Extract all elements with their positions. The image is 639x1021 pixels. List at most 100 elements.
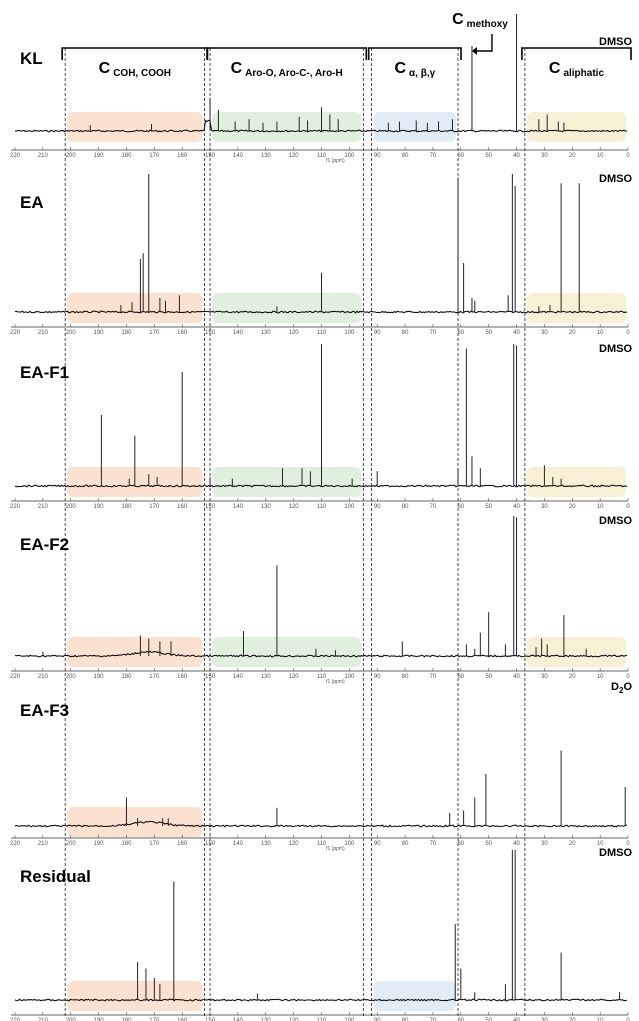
x-tick-label: 150 (205, 674, 216, 680)
spectra-layer (14, 14, 628, 1002)
x-tick-label: 30 (541, 330, 548, 336)
x-tick-label: 160 (177, 1018, 188, 1021)
x-tick-label: 220 (10, 1018, 21, 1021)
x-tick-label: 190 (94, 330, 105, 336)
x-tick-label: 90 (374, 153, 381, 159)
x-tick-label: 0 (626, 841, 630, 847)
x-tick-label: 80 (402, 153, 409, 159)
sample-label: EA-F1 (20, 363, 69, 382)
x-tick-label: 0 (626, 330, 630, 336)
spectrum-ea (14, 174, 628, 314)
x-tick-label: 110 (317, 841, 327, 847)
x-tick-label: 30 (541, 153, 548, 159)
x-tick-label: 70 (430, 674, 437, 680)
x-tick-label: 150 (205, 153, 216, 159)
x-tick-label: 10 (597, 330, 604, 336)
region-shade-aro (212, 112, 362, 142)
x-axis-unit: f1 (ppm) (326, 679, 345, 685)
x-tick-label: 30 (541, 504, 548, 510)
x-tick-label: 60 (457, 504, 464, 510)
x-tick-label: 80 (402, 504, 409, 510)
x-tick-label: 190 (94, 153, 105, 159)
x-tick-label: 90 (374, 1018, 381, 1021)
x-tick-label: 90 (374, 330, 381, 336)
region-shade-coh (67, 981, 203, 1011)
x-tick-label: 20 (569, 1018, 576, 1021)
sample-label: EA-F2 (20, 535, 69, 554)
x-tick-label: 170 (149, 504, 160, 510)
x-tick-label: 120 (289, 330, 300, 336)
x-tick-label: 150 (205, 330, 216, 336)
x-axis-unit: f1 (ppm) (326, 846, 345, 852)
x-tick-label: 200 (66, 674, 77, 680)
spectrum-ea-f3 (14, 750, 628, 828)
x-tick-label: 60 (457, 330, 464, 336)
x-tick-label: 140 (233, 153, 244, 159)
x-tick-label: 20 (569, 674, 576, 680)
solvent-label: DMSO (599, 343, 632, 355)
x-tick-label: 180 (121, 330, 132, 336)
sample-label: EA-F3 (20, 701, 69, 720)
x-tick-label: 160 (177, 153, 188, 159)
x-tick-label: 80 (402, 674, 409, 680)
x-tick-label: 160 (177, 330, 188, 336)
x-tick-label: 50 (485, 153, 492, 159)
x-tick-label: 120 (289, 504, 300, 510)
x-tick-label: 210 (38, 841, 49, 847)
x-tick-label: 200 (66, 841, 77, 847)
spectrum-kl (14, 14, 628, 133)
x-tick-label: 20 (569, 841, 576, 847)
spectrum-baseline (14, 119, 628, 133)
spectrum-ea-f1 (14, 344, 628, 488)
x-tick-label: 120 (289, 841, 300, 847)
solvent-label: DMSO (599, 36, 632, 48)
x-tick-label: 100 (344, 674, 355, 680)
x-tick-label: 200 (66, 330, 77, 336)
x-tick-label: 20 (569, 153, 576, 159)
x-tick-label: 130 (261, 153, 272, 159)
region-shade-aliph (526, 637, 626, 667)
x-tick-label: 190 (94, 841, 105, 847)
x-tick-label: 170 (149, 841, 160, 847)
region-label-aro: C Aro-O, Aro-C-, Aro-H (231, 60, 343, 79)
x-tick-label: 70 (430, 504, 437, 510)
x-tick-label: 50 (485, 1018, 492, 1021)
region-shade-coh (67, 112, 203, 142)
x-tick-label: 120 (289, 1018, 300, 1021)
x-tick-label: 40 (513, 841, 520, 847)
x-tick-label: 100 (344, 1018, 355, 1021)
x-tick-label: 10 (597, 674, 604, 680)
x-tick-label: 30 (541, 674, 548, 680)
x-tick-label: 120 (289, 674, 300, 680)
x-tick-label: 150 (205, 1018, 216, 1021)
x-tick-label: 110 (317, 1018, 327, 1021)
x-tick-label: 150 (205, 504, 216, 510)
x-tick-label: 180 (121, 504, 132, 510)
x-tick-label: 70 (430, 1018, 437, 1021)
x-tick-label: 220 (10, 153, 21, 159)
x-tick-label: 30 (541, 841, 548, 847)
solvent-label: DMSO (599, 173, 632, 185)
x-tick-label: 10 (597, 153, 604, 159)
x-tick-label: 180 (121, 1018, 132, 1021)
region-shade-aliph (526, 293, 626, 323)
x-tick-label: 50 (485, 841, 492, 847)
region-bracket-coh (61, 47, 209, 60)
x-tick-label: 210 (38, 1018, 49, 1021)
spectrum-ea-f2 (14, 516, 628, 658)
region-bracket-aro (206, 47, 368, 60)
x-tick-label: 160 (177, 504, 188, 510)
x-tick-label: 80 (402, 841, 409, 847)
x-tick-label: 170 (149, 674, 160, 680)
x-tick-label: 130 (261, 1018, 272, 1021)
x-tick-label: 10 (597, 1018, 604, 1021)
region-bracket-abg (367, 47, 462, 60)
x-tick-label: 200 (66, 504, 77, 510)
x-tick-label: 80 (402, 1018, 409, 1021)
x-tick-label: 40 (513, 674, 520, 680)
region-shade-abg (373, 981, 457, 1011)
x-tick-label: 20 (569, 330, 576, 336)
